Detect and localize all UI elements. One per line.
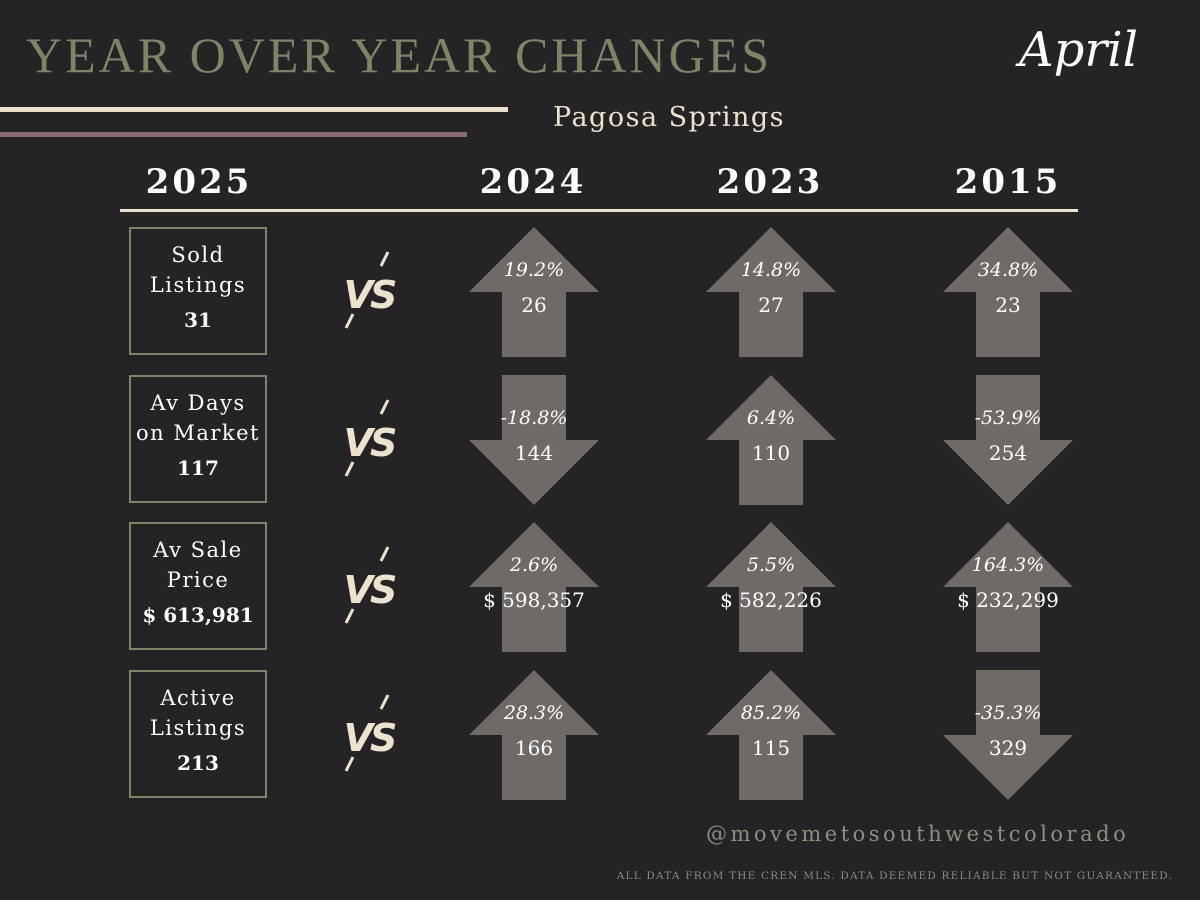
comparison-value: 27 [758,293,784,317]
location-subtitle: Pagosa Springs [553,102,785,133]
percent-change: -53.9% [974,407,1042,429]
metric-label: Sold Listings [149,243,247,297]
comparison-value: $ 232,299 [957,588,1059,612]
metric-box: Av Days on Market 117 [129,375,267,503]
change-arrow-down: -18.8% 144 [469,375,599,505]
percent-change: -18.8% [500,407,568,429]
change-arrow-down: -53.9% 254 [943,375,1073,505]
percent-change: 6.4% [746,407,796,429]
metric-value: $ 613,981 [142,603,254,627]
accent-rule-cream [0,107,508,112]
comparison-value: 23 [995,293,1021,317]
percent-change: 28.3% [503,702,565,724]
metric-value: 117 [177,456,219,480]
percent-change: 2.6% [509,554,559,576]
change-arrow-up: 164.3% $ 232,299 [943,522,1073,652]
change-arrow-up: 2.6% $ 598,357 [469,522,599,652]
comparison-value: 144 [514,441,554,465]
percent-change: 14.8% [740,259,802,281]
percent-change: 34.8% [977,259,1039,281]
svg-text:VS: VS [344,568,396,612]
comparison-value: $ 582,226 [720,588,822,612]
comparison-value: $ 598,357 [483,588,585,612]
vs-icon: VS [340,250,399,330]
compare-year-header-2015: 2015 [954,162,1062,202]
comparison-value: 26 [521,293,547,317]
metric-box: Av Sale Price $ 613,981 [129,522,267,650]
comparison-value: 166 [514,736,554,760]
change-arrow-up: 34.8% 23 [943,227,1073,357]
comparison-value: 115 [751,736,791,760]
compare-year-header-2024: 2024 [479,162,587,202]
svg-text:VS: VS [344,421,396,465]
change-arrow-down: -35.3% 329 [943,670,1073,800]
metric-label: Av Days on Market [136,391,260,445]
metric-value: 213 [177,751,219,775]
comparison-value: 329 [988,736,1028,760]
percent-change: -35.3% [974,702,1042,724]
compare-year-header-2023: 2023 [716,162,824,202]
vs-icon: VS [340,398,399,478]
percent-change: 5.5% [746,554,796,576]
change-arrow-up: 5.5% $ 582,226 [706,522,836,652]
current-year-header: 2025 [145,162,253,202]
metric-box: Sold Listings 31 [129,227,267,355]
svg-text:VS: VS [344,716,396,760]
social-handle: @movemetosouthwestcolorado [706,822,1130,846]
change-arrow-up: 85.2% 115 [706,670,836,800]
percent-change: 85.2% [740,702,802,724]
metric-box: Active Listings 213 [129,670,267,798]
metric-label: Av Sale Price [153,538,243,592]
percent-change: 164.3% [971,554,1045,576]
svg-text:VS: VS [344,273,396,317]
change-arrow-up: 19.2% 26 [469,227,599,357]
month-label: April [1018,22,1138,78]
change-arrow-up: 6.4% 110 [706,375,836,505]
percent-change: 19.2% [503,259,565,281]
page-title: YEAR OVER YEAR CHANGES [26,27,773,83]
change-arrow-up: 28.3% 166 [469,670,599,800]
metric-label: Active Listings [149,686,247,740]
comparison-value: 110 [751,441,791,465]
vs-icon: VS [340,693,399,773]
data-disclaimer: ALL DATA FROM THE CREN MLS. DATA DEEMED … [616,870,1173,882]
change-arrow-up: 14.8% 27 [706,227,836,357]
accent-rule-mauve [0,132,467,137]
metric-value: 31 [184,308,212,332]
header-divider [120,209,1078,212]
vs-icon: VS [340,545,399,625]
comparison-value: 254 [988,441,1028,465]
